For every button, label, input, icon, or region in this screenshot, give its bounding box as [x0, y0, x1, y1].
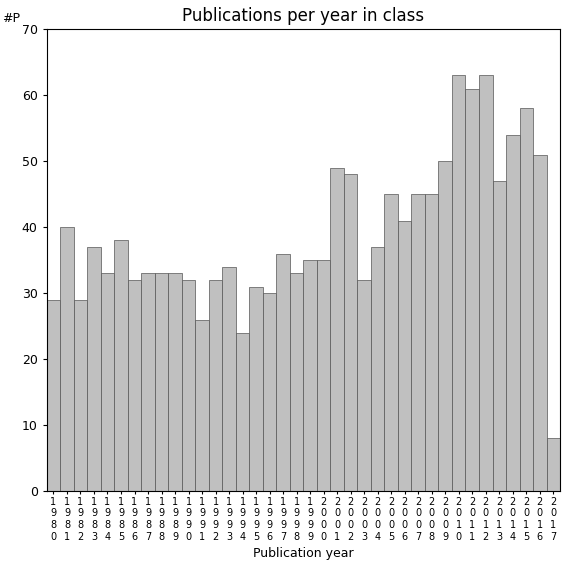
Bar	[331, 168, 344, 491]
Bar	[290, 273, 303, 491]
Bar	[344, 175, 357, 491]
Bar	[249, 286, 263, 491]
Bar	[425, 194, 438, 491]
Bar	[141, 273, 155, 491]
Bar	[182, 280, 195, 491]
Bar	[195, 320, 209, 491]
Bar	[222, 267, 236, 491]
Bar	[303, 260, 317, 491]
Bar	[74, 300, 87, 491]
Bar	[452, 75, 466, 491]
Bar	[101, 273, 114, 491]
Bar	[412, 194, 425, 491]
Bar	[46, 300, 60, 491]
Bar	[317, 260, 331, 491]
Bar	[398, 221, 412, 491]
Title: Publications per year in class: Publications per year in class	[183, 7, 425, 25]
Bar	[493, 181, 506, 491]
Bar	[479, 75, 493, 491]
Bar	[384, 194, 398, 491]
Bar	[168, 273, 182, 491]
Bar	[547, 438, 560, 491]
X-axis label: Publication year: Publication year	[253, 547, 354, 560]
Bar	[87, 247, 101, 491]
Y-axis label: #P: #P	[2, 12, 20, 24]
Bar	[209, 280, 222, 491]
Bar	[371, 247, 384, 491]
Bar	[438, 161, 452, 491]
Bar	[357, 280, 371, 491]
Bar	[276, 253, 290, 491]
Bar	[155, 273, 168, 491]
Bar	[60, 227, 74, 491]
Bar	[506, 135, 519, 491]
Bar	[236, 333, 249, 491]
Bar	[466, 88, 479, 491]
Bar	[263, 293, 276, 491]
Bar	[533, 155, 547, 491]
Bar	[114, 240, 128, 491]
Bar	[128, 280, 141, 491]
Bar	[519, 108, 533, 491]
